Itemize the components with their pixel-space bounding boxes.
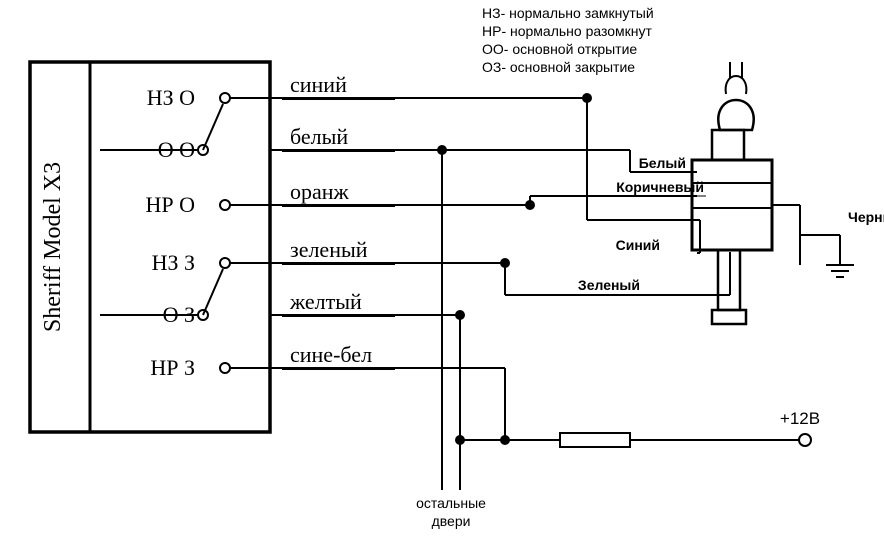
- wiring-diagram: Sheriff Model X3 НЗ- нормально замкнутый Н…: [0, 0, 884, 558]
- box-title: Sheriff Model X3: [40, 162, 66, 332]
- wire-nzo-label: синий: [290, 72, 347, 97]
- power-label: +12В: [780, 409, 820, 428]
- other-doors-note-1: остальные: [416, 495, 486, 511]
- legend-line-3: ОЗ- основной закрытие: [482, 59, 635, 75]
- actuator-wire-green: Зеленый: [578, 277, 640, 293]
- fuse: [560, 433, 630, 447]
- other-doors-note-2: двери: [432, 513, 471, 529]
- actuator-wire-blue: Синий: [616, 237, 660, 253]
- wire-nz3-label: зеленый: [290, 237, 368, 262]
- actuator-bulb: [718, 100, 753, 130]
- terminal-nzo-label: НЗ О: [147, 85, 195, 110]
- actuator-wire-black: Черный: [848, 209, 884, 225]
- wire-oo-label: белый: [290, 124, 348, 149]
- wire-o3-label: желтый: [289, 289, 362, 314]
- terminal-nz3-label: НЗ З: [152, 250, 195, 275]
- legend-line-1: НР- нормально разомкнут: [482, 23, 653, 39]
- wire-hpo-label: оранж: [290, 179, 350, 204]
- terminal-hp3-label: НР З: [150, 355, 195, 380]
- terminal-hpo-label: НР О: [145, 192, 195, 217]
- wire-hp3-label: сине-бел: [290, 342, 372, 367]
- legend-line-0: НЗ- нормально замкнутый: [482, 5, 654, 21]
- legend-line-2: ОО- основной открытие: [482, 41, 637, 57]
- actuator-body: [692, 160, 772, 250]
- actuator-wire-white: Белый: [639, 155, 686, 171]
